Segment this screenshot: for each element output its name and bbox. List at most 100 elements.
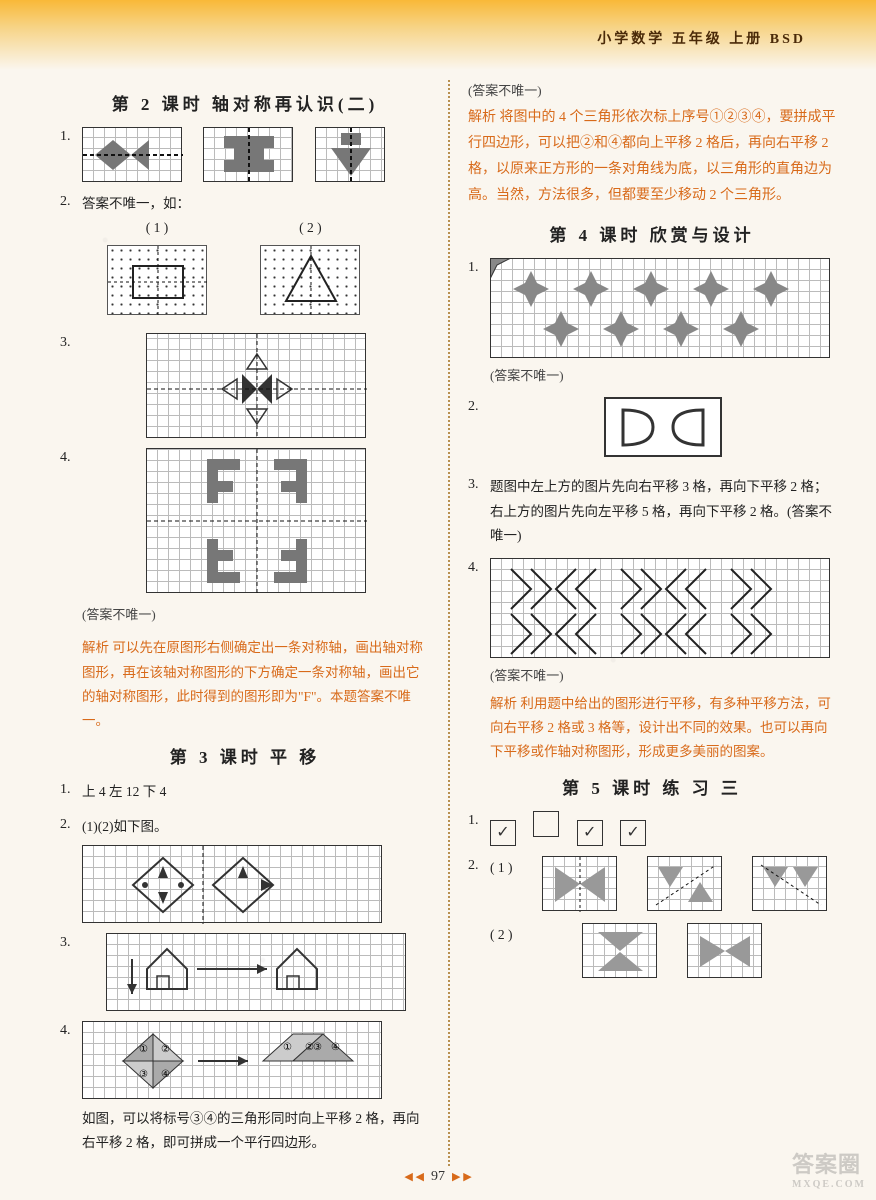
q-body: (1)(2)如下图。 — [82, 815, 430, 923]
q-l3-1: 1. 上 4 左 12 下 4 — [60, 780, 430, 804]
checkbox: ✓ — [577, 820, 603, 846]
f-shape-mirror — [147, 449, 367, 594]
q2-label: 答案不唯一，如： — [82, 196, 190, 211]
header-breadcrumb: 小学数学 五年级 上册 BSD — [597, 28, 806, 48]
dd-figure — [604, 397, 722, 457]
page-footer: ◀ ◀ 97 ▶ ▶ — [0, 1169, 876, 1185]
grid-figure — [106, 933, 406, 1011]
q-num: 2. — [60, 815, 82, 833]
q-body: ( 1 ) — [490, 856, 836, 978]
page-number: 97 — [431, 1169, 445, 1184]
q-l2-4-note: (答案不唯一) — [60, 603, 430, 626]
q-body — [82, 333, 430, 438]
symmetry-shape-2 — [204, 128, 294, 183]
exp-text: 利用题中给出的图形进行平移，有多种平移方法，可向右平移 2 格或 3 格等，设计… — [490, 696, 831, 760]
explanation: 解析 可以先在原图形右侧确定出一条对称轴，画出轴对称图形，再在该轴对称图形的下方… — [82, 636, 430, 733]
q-l2-1: 1. — [60, 127, 430, 182]
checkbox: ✓ — [620, 820, 646, 846]
svg-text:②: ② — [161, 1044, 170, 1055]
exp-label: 解析 — [82, 640, 109, 655]
section-title-lesson5: 第 5 课时 练 习 三 — [468, 774, 836, 799]
svg-text:③: ③ — [313, 1042, 322, 1053]
bowtie-1 — [543, 857, 618, 912]
q-body — [82, 933, 430, 1011]
bowtie-3 — [753, 857, 828, 912]
chevron-pattern — [491, 559, 831, 659]
exp-text: 将图中的 4 个三角形依次标上序号①②③④，要拼成平行四边形，可以把②和④都向上… — [468, 110, 836, 203]
explanation: 解析 将图中的 4 个三角形依次标上序号①②③④，要拼成平行四边形，可以把②和④… — [468, 105, 836, 209]
q-l3-3: 3. — [60, 933, 430, 1011]
q-num: 3. — [60, 333, 82, 351]
q-num: 4. — [60, 448, 82, 466]
q-l5-2: 2. ( 1 ) — [468, 856, 836, 978]
dot-grid-figure — [107, 245, 207, 315]
grid-figure — [490, 558, 830, 658]
q-body: 题图中左上方的图片先向右平移 3 格，再向下平移 2 格；右上方的图片先向左平移… — [490, 475, 836, 548]
q-num: 1. — [468, 258, 490, 276]
q2-sub-b: ( 2 ) — [299, 220, 322, 235]
svg-text:④: ④ — [331, 1042, 340, 1053]
q-body — [82, 127, 430, 182]
grid-figure — [542, 856, 617, 911]
footer-left-arrows: ◀ ◀ — [404, 1171, 424, 1183]
grid-figure — [647, 856, 722, 911]
star-pattern — [491, 259, 831, 359]
bowtie-2 — [648, 857, 723, 912]
translation-diamonds — [83, 846, 383, 924]
q-num: 4. — [60, 1021, 82, 1039]
q-num: 1. — [60, 780, 82, 798]
q-l4-2: 2. — [468, 397, 836, 465]
q-l3-4: 4. ①② ③④ ①② ③④ — [60, 1021, 430, 1156]
q-l2-4: 4. — [60, 448, 430, 593]
windmill-shape — [147, 334, 367, 439]
grid-figure — [82, 127, 182, 182]
answer-note: (答案不唯一) — [490, 364, 836, 387]
q-body — [82, 448, 430, 593]
exp-label: 解析 — [490, 696, 517, 711]
q-l2-4-exp: 解析 可以先在原图形右侧确定出一条对称轴，画出轴对称图形，再在该轴对称图形的下方… — [60, 636, 430, 733]
footer-right-arrows: ▶ ▶ — [452, 1171, 472, 1183]
square-symmetry — [108, 246, 208, 316]
q-l2-2: 2. 答案不唯一，如： ( 1 ) ( 2 ) — [60, 192, 430, 323]
grid-figure — [203, 127, 293, 182]
section-title-lesson4: 第 4 课时 欣赏与设计 — [468, 221, 836, 246]
q-body — [490, 397, 836, 465]
grid-figure — [82, 845, 382, 923]
answer-note: (答案不唯一) — [490, 664, 836, 687]
q-body: (答案不唯一) — [490, 258, 836, 387]
q-body: 上 4 左 12 下 4 — [82, 780, 430, 804]
triangle-symmetry — [261, 246, 361, 316]
q-l3-2: 2. (1)(2)如下图。 — [60, 815, 430, 923]
grid-figure — [752, 856, 827, 911]
q2-sub-a: ( 1 ) — [490, 856, 513, 911]
grid-figure: ①② ③④ ①② ③④ — [82, 1021, 382, 1099]
symmetry-shape-1 — [83, 128, 183, 183]
exp-label: 解析 — [468, 110, 496, 125]
q-body: ✓ ✓ ✓ — [490, 811, 836, 846]
dd-letters — [618, 405, 708, 449]
dot-grid-figure — [260, 245, 360, 315]
q-body: (答案不唯一) 解析 利用题中给出的图形进行平移，有多种平移方法，可向右平移 2… — [490, 558, 836, 764]
q2-sub-b: ( 2 ) — [490, 923, 513, 978]
q-body: ①② ③④ ①② ③④ 如图，可以将标号③④的三角形同时向上平移 2 格，再向右… — [82, 1021, 430, 1156]
hourglass-1 — [583, 924, 658, 979]
exp-text: 可以先在原图形右侧确定出一条对称轴，画出轴对称图形，再在该轴对称图形的下方确定一… — [82, 640, 423, 728]
q-num: 3. — [468, 475, 490, 493]
svg-text:①: ① — [139, 1044, 148, 1055]
q-body: 答案不唯一，如： ( 1 ) ( 2 ) — [82, 192, 430, 323]
grid-figure — [687, 923, 762, 978]
q-l5-1: 1. ✓ ✓ ✓ — [468, 811, 836, 846]
grid-figure — [146, 448, 366, 593]
translation-houses — [107, 934, 407, 1012]
q2-sub-a: ( 1 ) — [146, 220, 169, 235]
q-num: 2. — [60, 192, 82, 210]
q-num: 2. — [468, 856, 490, 874]
answer-note: (答案不唯一) — [82, 603, 430, 626]
watermark-big: 答案圈 — [792, 1152, 861, 1177]
q-l2-3: 3. — [60, 333, 430, 438]
grid-figure — [490, 258, 830, 358]
watermark: 答案圈 MXQE.COM — [792, 1147, 866, 1190]
watermark-small: MXQE.COM — [792, 1179, 866, 1190]
q-l4-4: 4. — [468, 558, 836, 764]
svg-text:④: ④ — [161, 1069, 170, 1080]
